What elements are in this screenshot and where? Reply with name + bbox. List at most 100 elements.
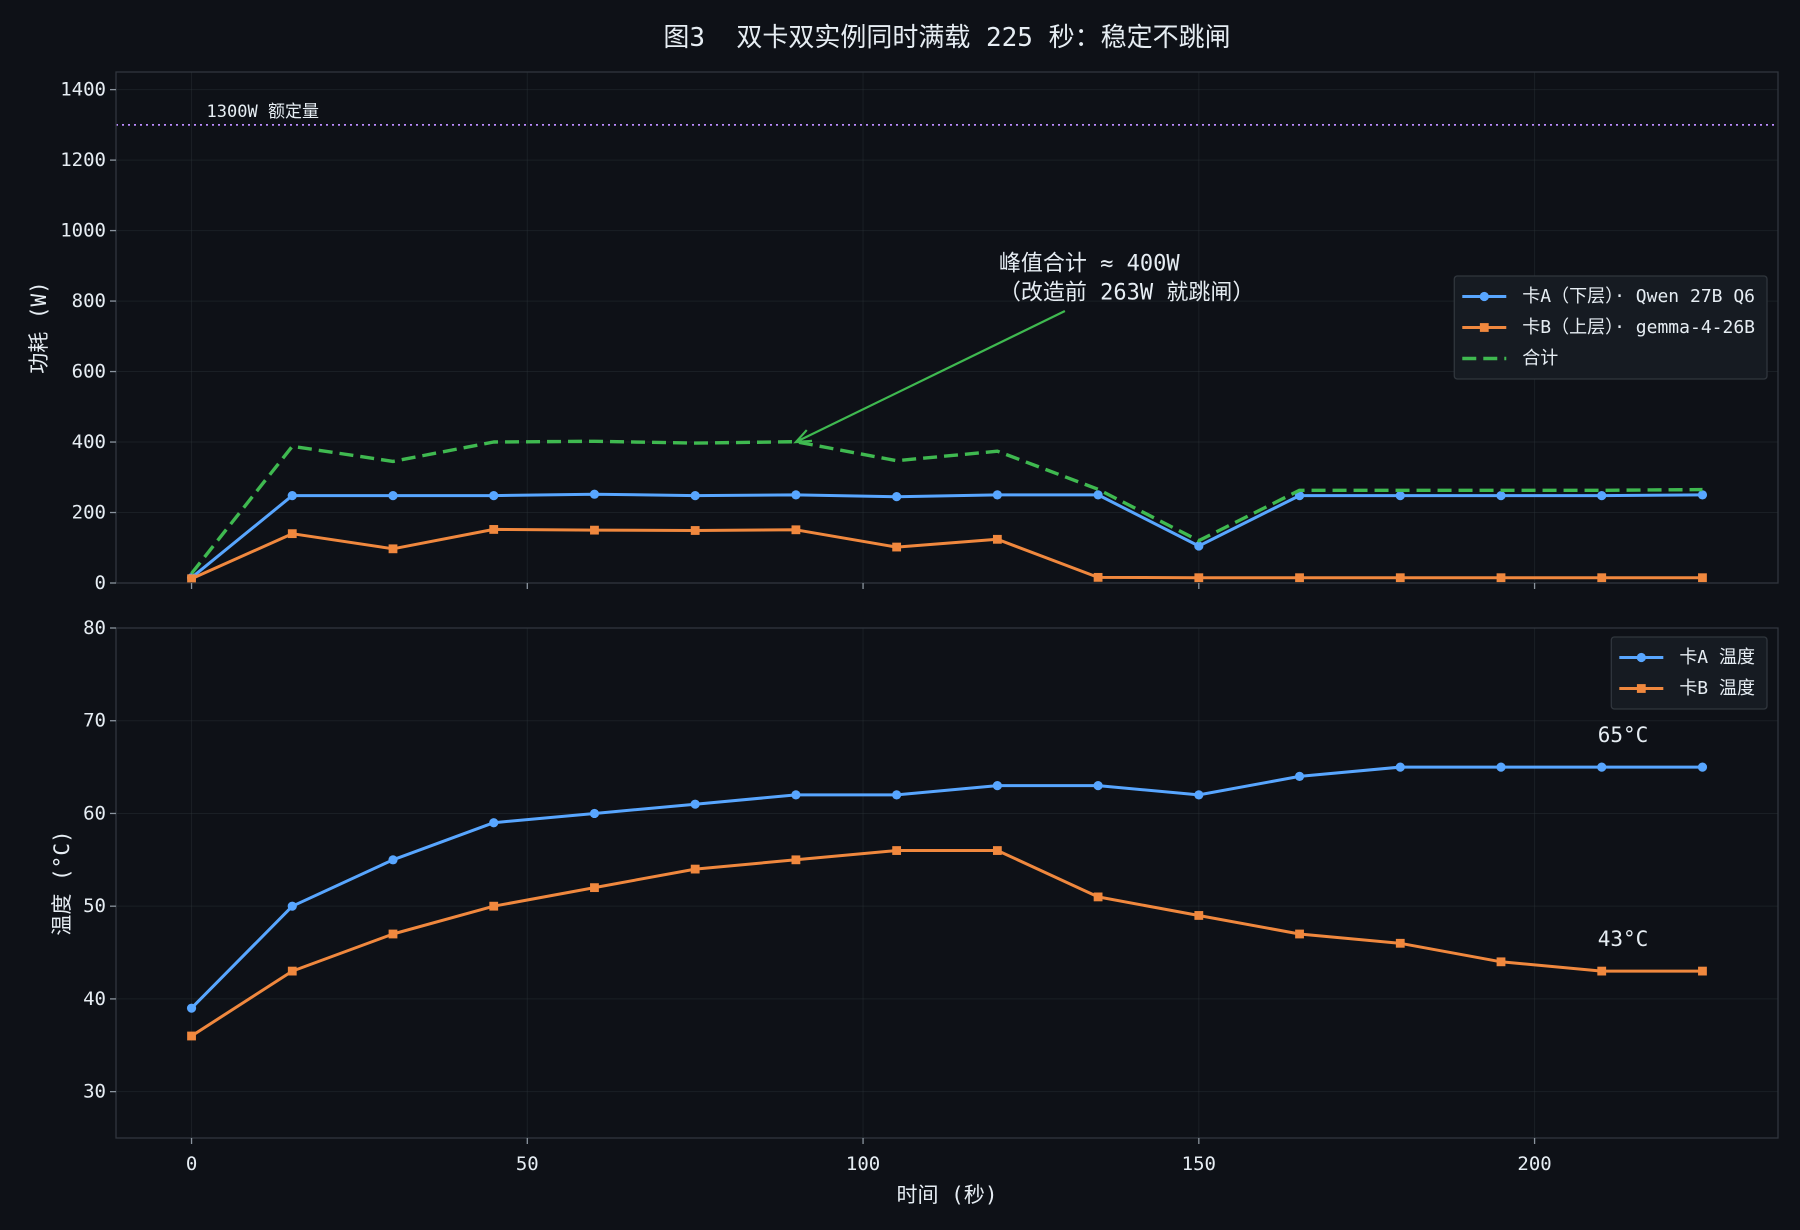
data-point-square [1636, 684, 1646, 693]
data-point-circle [1194, 541, 1204, 551]
data-point-square [791, 525, 801, 535]
power-plot: 1300W 额定量 0 200 400 600 800 1000 1200 1400 功耗 (W)… [27, 71, 1779, 594]
y-axis-label: 温度 (°C) [50, 830, 74, 935]
y-tick-label: 1400 [60, 79, 106, 101]
data-point-circle [892, 492, 902, 502]
data-point-square [992, 534, 1002, 544]
data-point-square [1698, 573, 1707, 583]
data-point-circle [287, 491, 297, 501]
data-point-square [690, 526, 700, 535]
data-point-circle [791, 790, 801, 800]
data-point-square [1295, 573, 1304, 583]
annotation-text: （改造前 263W 就跳闸） [999, 281, 1254, 306]
series-line-dashed [190, 439, 1703, 575]
y-tick-label: 50 [83, 895, 106, 917]
data-point-square [1093, 572, 1103, 582]
data-point-square [1597, 573, 1607, 583]
data-point-circle [690, 491, 700, 501]
final-temperature-label: 65°C [1598, 723, 1649, 747]
data-point-square [1194, 573, 1204, 583]
data-point-circle [388, 855, 398, 865]
x-tick-label: 150 [1182, 1153, 1216, 1175]
y-tick-label: 1200 [60, 149, 106, 171]
data-point-square [388, 929, 398, 939]
data-point-square [791, 855, 801, 865]
y-tick-label: 40 [83, 988, 106, 1010]
rated-power-label: 1300W 额定量 [207, 102, 319, 122]
series-0-1 [187, 525, 1707, 584]
data-point-circle [1496, 491, 1506, 501]
legend-box [1453, 275, 1768, 380]
data-point-circle [1496, 762, 1506, 772]
data-point-square [590, 883, 599, 893]
figure-title: 图3 双卡双实例同时满载 225 秒：稳定不跳闸 [663, 23, 1230, 53]
data-point-circle [1395, 762, 1405, 772]
data-point-square [187, 1031, 196, 1041]
data-point-circle [1479, 291, 1489, 302]
plot-layer: 1300W 额定量 0 200 400 600 800 1000 1200 1400 功耗 (W)… [27, 71, 1779, 1207]
y-tick-label: 1000 [60, 220, 106, 242]
data-point-square [1395, 938, 1405, 948]
annotation-text: 峰值合计 ≈ 400W [999, 252, 1180, 277]
data-point-square [187, 574, 196, 584]
series-line [190, 492, 1703, 579]
data-point-circle [1294, 771, 1305, 781]
axes-frame [115, 71, 1779, 584]
series-1-1 [187, 846, 1707, 1041]
data-point-square [489, 525, 499, 534]
y-tick-label: 60 [83, 802, 106, 824]
series-1-0 [186, 762, 1708, 1013]
legend-label: 卡A（下层）· Qwen 27B Q6 [1522, 286, 1755, 307]
data-point-square [388, 544, 398, 554]
y-tick-label: 400 [72, 431, 106, 453]
data-point-square [287, 529, 297, 539]
y-tick-label: 30 [83, 1081, 106, 1103]
data-point-circle [589, 489, 600, 499]
data-point-circle [489, 491, 499, 501]
legend: 卡A（下层）· Qwen 27B Q6 卡B（上层）· gemma-4-26B 合计 [1453, 275, 1768, 380]
data-point-circle [992, 490, 1002, 500]
final-temperature-label: 43°C [1598, 927, 1649, 951]
data-point-square [489, 901, 499, 911]
annotation-arrowhead [793, 429, 813, 444]
data-point-circle [186, 1003, 197, 1013]
data-point-circle [1093, 490, 1103, 500]
series-line [190, 849, 1703, 1038]
data-point-circle [589, 808, 600, 819]
legend-label: 卡A 温度 [1679, 647, 1755, 668]
data-point-circle [489, 818, 499, 828]
data-point-square [1194, 911, 1204, 920]
data-point-circle [1697, 762, 1708, 772]
data-point-square [1093, 892, 1103, 902]
data-point-circle [1597, 762, 1607, 772]
y-tick-label: 600 [72, 361, 106, 383]
legend-label: 卡B 温度 [1679, 678, 1755, 699]
peak-annotation: 峰值合计 ≈ 400W （改造前 263W 就跳闸） [793, 252, 1254, 444]
data-point-circle [1597, 491, 1607, 501]
y-axis-label: 功耗 (W) [27, 281, 51, 374]
x-tick-label: 100 [846, 1153, 880, 1175]
data-point-square [1295, 929, 1304, 939]
legend-label: 卡B（上层）· gemma-4-26B [1522, 317, 1755, 338]
legend-box [1610, 636, 1768, 710]
data-point-circle [791, 490, 801, 500]
data-point-square [1496, 573, 1506, 583]
axes-background [116, 628, 1778, 1138]
data-point-circle [1636, 652, 1646, 663]
y-tick-label: 200 [72, 502, 106, 524]
data-point-circle [388, 491, 398, 501]
data-point-square [690, 864, 700, 874]
y-tick-label: 800 [72, 290, 106, 312]
data-point-circle [1093, 781, 1103, 791]
data-point-square [892, 542, 902, 552]
series-line [190, 527, 1703, 581]
series-line [190, 765, 1703, 1010]
x-tick-label: 200 [1517, 1153, 1551, 1175]
x-axis-label: 时间 (秒) [897, 1183, 998, 1207]
x-tick-label: 0 [186, 1153, 197, 1175]
x-tick-label: 50 [516, 1153, 539, 1175]
data-point-square [590, 525, 599, 535]
data-point-circle [892, 790, 902, 800]
